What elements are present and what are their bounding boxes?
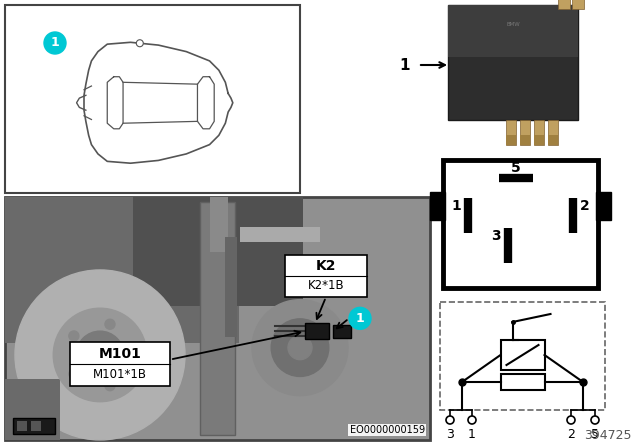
Bar [558,0,570,9]
Text: K2*1B: K2*1B [308,279,344,292]
Bar [520,120,530,145]
Circle shape [127,350,138,360]
Bar [572,0,584,9]
Text: 2: 2 [580,199,590,213]
Bar [13,418,55,434]
Text: 5: 5 [591,427,599,440]
Bar [5,5,300,193]
Circle shape [69,331,79,341]
Text: 1: 1 [468,427,476,440]
Bar [440,302,605,410]
Text: 1: 1 [399,57,410,73]
Circle shape [136,40,143,47]
Circle shape [567,416,575,424]
Bar [333,325,351,338]
Circle shape [76,331,124,379]
Text: M101: M101 [99,347,141,361]
Bar [596,192,611,220]
Circle shape [105,381,115,391]
Text: K2: K2 [316,259,336,273]
Bar [285,255,367,297]
Bar [430,192,445,220]
Circle shape [591,416,599,424]
Text: 2: 2 [567,427,575,440]
Bar [240,227,320,242]
Circle shape [105,319,115,329]
Bar [5,197,239,343]
Circle shape [252,300,348,396]
Bar [17,421,27,431]
Text: 1: 1 [51,36,60,49]
Text: 5: 5 [511,161,520,175]
Bar [200,202,235,435]
Bar [534,120,544,145]
Bar [132,197,303,306]
Circle shape [271,319,329,376]
Bar [448,5,578,120]
Circle shape [53,308,147,402]
Bar [506,135,516,145]
Text: BMW: BMW [506,22,520,27]
Circle shape [90,345,110,365]
Bar [70,342,170,386]
Circle shape [15,270,185,440]
Bar [534,135,544,145]
Bar [548,120,558,145]
Bar [443,160,598,288]
Bar [5,197,430,440]
Circle shape [69,369,79,379]
Bar [225,237,237,337]
Circle shape [288,336,312,360]
Text: 1: 1 [451,199,461,213]
Text: 3: 3 [492,229,501,243]
Text: 394725: 394725 [584,429,632,442]
Bar [448,5,578,57]
Text: EO0000000159: EO0000000159 [350,425,425,435]
Bar [500,340,545,370]
Bar [305,323,329,340]
Bar [500,374,545,390]
Circle shape [44,32,66,54]
Text: 1: 1 [356,312,364,325]
Bar [548,135,558,145]
Circle shape [349,307,371,329]
Circle shape [468,416,476,424]
Text: 3: 3 [446,427,454,440]
Bar [506,120,516,145]
Bar [520,135,530,145]
Bar [5,379,60,440]
Circle shape [446,416,454,424]
Bar [31,421,41,431]
Bar [210,197,228,252]
Text: M101*1B: M101*1B [93,368,147,381]
